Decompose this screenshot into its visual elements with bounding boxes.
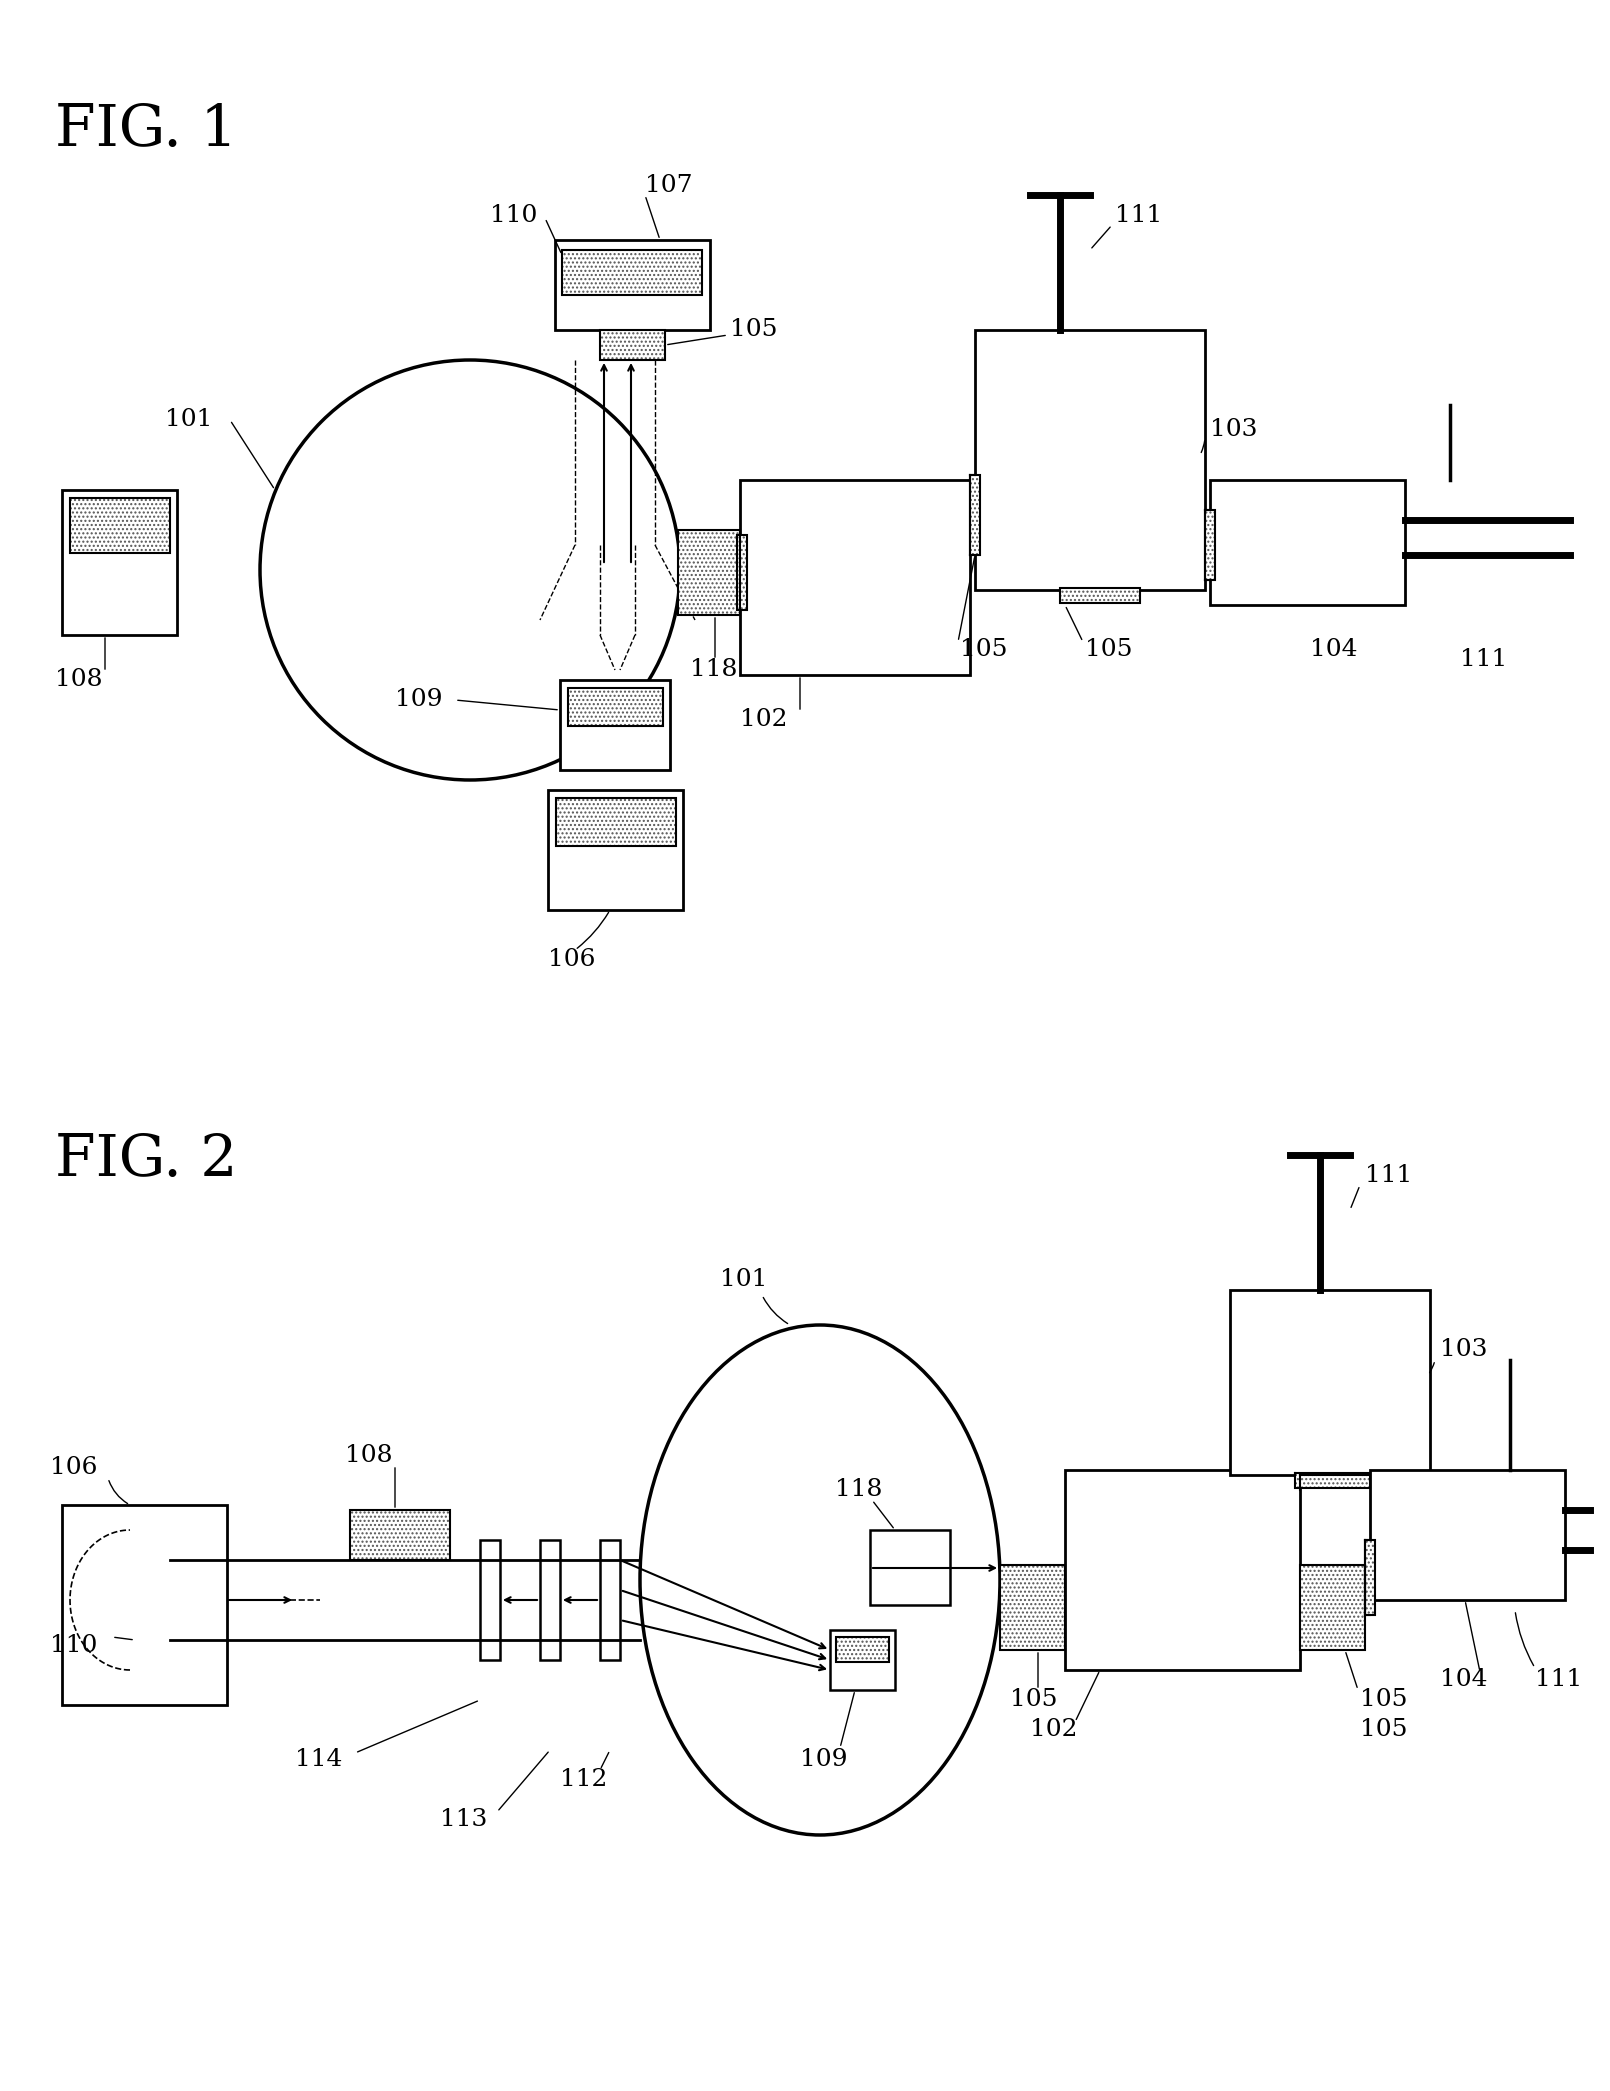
- Bar: [741, 481, 969, 675]
- Bar: [1370, 1470, 1565, 1600]
- Text: 103: 103: [1439, 1338, 1488, 1361]
- Text: 112: 112: [560, 1769, 607, 1792]
- Bar: [1059, 588, 1140, 602]
- Text: 109: 109: [800, 1748, 847, 1771]
- Bar: [976, 330, 1204, 590]
- Text: 106: 106: [547, 949, 596, 972]
- Text: 105: 105: [960, 638, 1008, 661]
- Text: 114: 114: [295, 1748, 343, 1771]
- Bar: [869, 1531, 950, 1606]
- Text: 105: 105: [729, 318, 778, 341]
- Text: 113: 113: [440, 1809, 488, 1832]
- Bar: [969, 475, 980, 554]
- Bar: [555, 240, 710, 330]
- Bar: [1294, 1472, 1370, 1489]
- Bar: [1294, 1472, 1370, 1489]
- Bar: [480, 1539, 501, 1660]
- Bar: [1064, 1470, 1299, 1671]
- Bar: [601, 330, 665, 360]
- Bar: [1365, 1539, 1375, 1614]
- Text: 109: 109: [394, 688, 443, 711]
- Bar: [1299, 1564, 1365, 1650]
- Bar: [69, 498, 171, 552]
- Text: 105: 105: [1360, 1719, 1407, 1742]
- Bar: [560, 680, 670, 769]
- Text: 101: 101: [720, 1269, 768, 1292]
- Bar: [1211, 481, 1406, 604]
- Bar: [1204, 510, 1216, 579]
- Text: 108: 108: [55, 669, 103, 692]
- Text: 110: 110: [50, 1633, 97, 1656]
- Bar: [1000, 1564, 1064, 1650]
- Text: 111: 111: [1365, 1163, 1412, 1186]
- Text: 105: 105: [1009, 1690, 1058, 1713]
- Bar: [63, 1506, 227, 1704]
- Bar: [831, 1631, 895, 1690]
- Text: 105: 105: [1085, 638, 1132, 661]
- Bar: [349, 1510, 451, 1560]
- Text: FIG. 2: FIG. 2: [55, 1131, 238, 1188]
- Bar: [1204, 510, 1216, 579]
- Bar: [1059, 588, 1140, 602]
- Bar: [836, 1637, 889, 1662]
- Bar: [555, 799, 676, 847]
- Bar: [555, 799, 676, 847]
- Bar: [63, 489, 177, 636]
- Text: 104: 104: [1439, 1669, 1488, 1692]
- Bar: [1230, 1290, 1430, 1474]
- Bar: [1299, 1564, 1365, 1650]
- Text: 107: 107: [646, 174, 692, 197]
- Text: 108: 108: [345, 1443, 393, 1466]
- Bar: [678, 529, 741, 615]
- Ellipse shape: [641, 1326, 1000, 1836]
- Text: 118: 118: [691, 659, 737, 682]
- Bar: [737, 535, 747, 611]
- Bar: [69, 498, 171, 552]
- Circle shape: [259, 360, 679, 780]
- Text: 111: 111: [1460, 648, 1507, 671]
- Text: 102: 102: [741, 709, 787, 732]
- Text: 118: 118: [836, 1478, 882, 1501]
- Bar: [601, 1539, 620, 1660]
- Text: 104: 104: [1311, 638, 1357, 661]
- Bar: [562, 251, 702, 295]
- Bar: [969, 475, 980, 554]
- Bar: [737, 535, 747, 611]
- Text: 111: 111: [1534, 1669, 1583, 1692]
- Text: 103: 103: [1211, 418, 1257, 441]
- Text: 102: 102: [1030, 1719, 1077, 1742]
- Bar: [562, 251, 702, 295]
- Text: FIG. 1: FIG. 1: [55, 102, 237, 159]
- Bar: [836, 1637, 889, 1662]
- Text: 110: 110: [489, 203, 538, 226]
- Text: 106: 106: [50, 1457, 98, 1480]
- Bar: [568, 688, 663, 726]
- Text: 105: 105: [1360, 1690, 1407, 1713]
- Text: 101: 101: [164, 408, 213, 431]
- Bar: [547, 790, 683, 910]
- Text: 111: 111: [1116, 203, 1162, 226]
- Bar: [349, 1510, 451, 1560]
- Bar: [1000, 1564, 1064, 1650]
- Bar: [539, 1539, 560, 1660]
- Bar: [1365, 1539, 1375, 1614]
- Bar: [601, 330, 665, 360]
- Bar: [568, 688, 663, 726]
- Bar: [678, 529, 741, 615]
